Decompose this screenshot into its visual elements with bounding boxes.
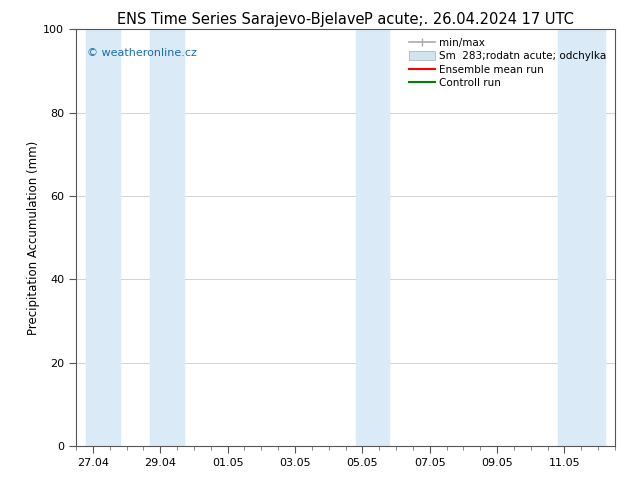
Text: P acute;. 26.04.2024 17 UTC: P acute;. 26.04.2024 17 UTC [364, 12, 574, 27]
Bar [86, 29, 120, 446]
Text: ENS Time Series Sarajevo-Bjelave: ENS Time Series Sarajevo-Bjelave [117, 12, 365, 27]
Bar [356, 29, 389, 446]
Text: © weatheronline.cz: © weatheronline.cz [87, 48, 197, 58]
Legend: min/max, Sm  283;rodatn acute; odchylka, Ensemble mean run, Controll run: min/max, Sm 283;rodatn acute; odchylka, … [406, 35, 610, 91]
Y-axis label: Precipitation Accumulation (mm): Precipitation Accumulation (mm) [27, 141, 41, 335]
Bar [558, 29, 605, 446]
Bar [150, 29, 184, 446]
